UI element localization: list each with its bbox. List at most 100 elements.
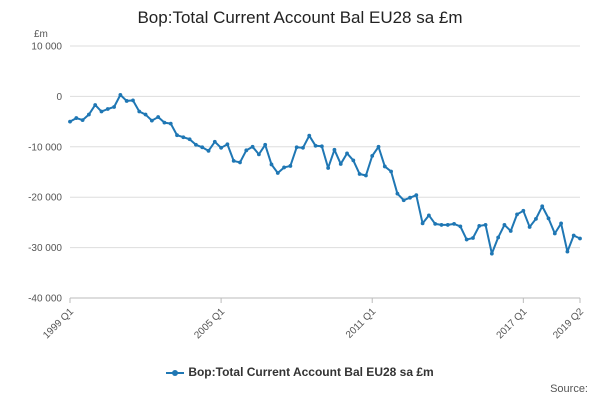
series-line xyxy=(69,93,581,255)
y-axis-unit-label: £m xyxy=(34,29,48,40)
data-point[interactable] xyxy=(168,121,173,126)
data-point[interactable] xyxy=(364,173,368,178)
legend[interactable]: Bop:Total Current Account Bal EU28 sa £m xyxy=(0,365,600,379)
data-point[interactable] xyxy=(489,251,494,256)
data-point[interactable] xyxy=(74,116,79,120)
data-point[interactable] xyxy=(357,172,362,176)
data-point[interactable] xyxy=(294,145,299,150)
legend-series-label: Bop:Total Current Account Bal EU28 sa £m xyxy=(188,365,434,379)
data-point[interactable] xyxy=(552,231,557,236)
data-point[interactable] xyxy=(414,193,419,198)
data-point[interactable] xyxy=(231,159,236,163)
data-point[interactable] xyxy=(194,142,198,147)
data-point[interactable] xyxy=(445,223,450,227)
x-tick-label: 1999 Q1 xyxy=(41,306,76,341)
data-point[interactable] xyxy=(80,118,85,122)
legend-series-marker-icon xyxy=(166,368,185,378)
data-point[interactable] xyxy=(338,162,343,166)
data-point[interactable] xyxy=(534,216,538,221)
data-point[interactable] xyxy=(219,145,224,150)
data-point[interactable] xyxy=(464,237,469,242)
data-point[interactable] xyxy=(496,235,501,240)
data-point[interactable] xyxy=(225,142,230,147)
data-point[interactable] xyxy=(131,98,135,103)
data-point[interactable] xyxy=(420,221,425,226)
data-point[interactable] xyxy=(578,236,582,241)
data-point[interactable] xyxy=(521,208,526,213)
y-tick-label: -30 000 xyxy=(28,243,62,254)
data-point[interactable] xyxy=(319,144,324,149)
chart-title: Bop:Total Current Account Bal EU28 sa £m xyxy=(137,8,463,27)
data-point[interactable] xyxy=(408,195,412,200)
data-point[interactable] xyxy=(124,99,129,103)
data-point[interactable] xyxy=(206,148,211,153)
data-point[interactable] xyxy=(508,229,513,233)
data-point[interactable] xyxy=(426,213,431,218)
y-tick-label: 0 xyxy=(56,92,62,103)
data-point[interactable] xyxy=(483,223,488,227)
data-point[interactable] xyxy=(351,158,356,163)
data-point[interactable] xyxy=(256,152,261,157)
data-point[interactable] xyxy=(571,233,576,238)
data-point[interactable] xyxy=(370,153,375,158)
data-point[interactable] xyxy=(118,92,123,97)
data-point[interactable] xyxy=(527,225,532,229)
data-point[interactable] xyxy=(288,164,293,168)
x-tick-label: 2019 Q2 xyxy=(551,306,586,341)
data-point[interactable] xyxy=(99,109,104,114)
x-tick-label: 2005 Q1 xyxy=(192,306,227,341)
data-point[interactable] xyxy=(546,216,551,221)
data-point[interactable] xyxy=(112,105,116,109)
data-point[interactable] xyxy=(137,109,142,114)
data-point[interactable] xyxy=(471,236,475,240)
data-point[interactable] xyxy=(238,160,242,165)
data-point[interactable] xyxy=(395,191,400,196)
data-point[interactable] xyxy=(200,145,205,150)
data-point[interactable] xyxy=(326,166,331,170)
x-tick-label: 2017 Q1 xyxy=(495,306,530,341)
data-point[interactable] xyxy=(559,221,564,226)
data-point[interactable] xyxy=(175,133,179,138)
data-point[interactable] xyxy=(162,120,167,125)
y-tick-label: -40 000 xyxy=(28,294,62,305)
data-point[interactable] xyxy=(458,224,463,229)
data-point[interactable] xyxy=(565,249,570,254)
data-point[interactable] xyxy=(263,142,268,147)
data-point[interactable] xyxy=(540,204,545,209)
data-point[interactable] xyxy=(105,107,110,111)
y-tick-label: -10 000 xyxy=(28,142,62,153)
data-point[interactable] xyxy=(376,144,381,149)
source-label: Source: xyxy=(550,383,588,395)
y-tick-label: 10 000 xyxy=(31,42,62,53)
data-point[interactable] xyxy=(275,171,280,175)
x-tick-label: 2011 Q1 xyxy=(344,306,379,341)
data-point[interactable] xyxy=(93,103,98,107)
data-point[interactable] xyxy=(250,144,255,149)
data-point[interactable] xyxy=(244,148,249,153)
data-point[interactable] xyxy=(156,115,161,119)
data-point[interactable] xyxy=(149,118,154,123)
data-point[interactable] xyxy=(433,222,438,226)
data-point[interactable] xyxy=(143,112,148,117)
data-point[interactable] xyxy=(86,112,91,117)
data-point[interactable] xyxy=(345,151,349,156)
data-point[interactable] xyxy=(477,224,482,228)
data-point[interactable] xyxy=(332,147,337,152)
data-point[interactable] xyxy=(301,145,305,150)
data-point[interactable] xyxy=(452,222,456,226)
data-point[interactable] xyxy=(382,164,387,169)
data-point[interactable] xyxy=(515,212,519,217)
data-point[interactable] xyxy=(181,135,186,140)
data-point[interactable] xyxy=(313,143,318,148)
data-point[interactable] xyxy=(401,198,406,203)
data-point[interactable] xyxy=(439,223,444,227)
data-point[interactable] xyxy=(502,223,507,227)
data-point[interactable] xyxy=(269,162,274,167)
data-point[interactable] xyxy=(212,139,217,144)
data-point[interactable] xyxy=(282,165,286,170)
data-point[interactable] xyxy=(389,169,394,174)
data-point[interactable] xyxy=(68,119,72,124)
data-point[interactable] xyxy=(307,133,312,138)
data-point[interactable] xyxy=(187,137,192,142)
